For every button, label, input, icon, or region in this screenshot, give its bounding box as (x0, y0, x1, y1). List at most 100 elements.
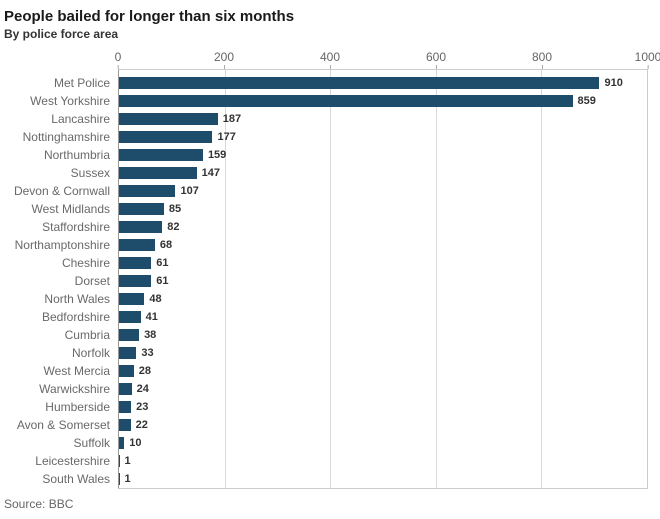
category-label: Cheshire (61, 256, 110, 270)
bar-row: 177 (119, 128, 647, 146)
category-label: Sussex (70, 166, 110, 180)
x-tick-label: 600 (425, 50, 447, 69)
bar-row: 1 (119, 470, 647, 488)
bar-value-label: 1 (124, 455, 131, 467)
bar (119, 347, 137, 359)
bar (119, 257, 152, 269)
bar (119, 167, 197, 179)
bar (119, 437, 125, 449)
bar-value-label: 61 (156, 275, 169, 287)
bar (119, 239, 155, 251)
category-label: Met Police (53, 76, 110, 90)
bar (119, 401, 132, 413)
category-label: West Midlands (31, 202, 110, 216)
bar (119, 419, 131, 431)
category-labels: Met Police West Yorkshire Lancashire Nottin… (0, 69, 118, 489)
plot-area: 910 859 187 177 159 147 107 85 82 68 61 61 48 41 38 33 2… (118, 69, 648, 489)
bar (119, 203, 164, 215)
category-label: Leicestershire (35, 454, 110, 468)
bar-row: 23 (119, 398, 647, 416)
category-label: Northumbria (43, 148, 110, 162)
bar (119, 365, 134, 377)
bar-row: 187 (119, 110, 647, 128)
bar (119, 473, 120, 485)
source-note: Source: BBC (4, 497, 74, 511)
category-label: Northamptonshire (14, 238, 110, 252)
category-label: Dorset (74, 274, 110, 288)
category-label: West Mercia (43, 364, 110, 378)
bar-row: 10 (119, 434, 647, 452)
bar-row: 33 (119, 344, 647, 362)
bar-value-label: 38 (144, 329, 157, 341)
category-label: Staffordshire (42, 220, 110, 234)
bar (119, 185, 176, 197)
x-tick-label: 400 (319, 50, 341, 69)
bar-row: 82 (119, 218, 647, 236)
bar-value-label: 159 (207, 149, 227, 161)
gridline (435, 70, 437, 488)
bar-row: 61 (119, 272, 647, 290)
bar-value-label: 22 (135, 419, 148, 431)
bar-value-label: 23 (136, 401, 149, 413)
category-label: Humberside (45, 400, 110, 414)
bar-value-label: 68 (159, 239, 173, 251)
bar-value-label: 41 (145, 311, 158, 323)
category-label: Lancashire (51, 112, 110, 126)
bar-row: 48 (119, 290, 647, 308)
category-label: North Wales (44, 292, 110, 306)
bar-value-label: 61 (156, 257, 169, 269)
bar-row: 41 (119, 308, 647, 326)
x-tick-label: 200 (213, 50, 235, 69)
category-label: Norfolk (71, 346, 110, 360)
bar-row: 107 (119, 182, 647, 200)
bar-value-label: 85 (168, 203, 182, 215)
bar-value-label: 48 (149, 293, 162, 305)
category-label: South Wales (42, 472, 110, 486)
x-axis-ticks: 0 200 400 600 800 1000 (114, 50, 660, 69)
chart-title: People bailed for longer than six months (4, 8, 295, 25)
bar-value-label: 107 (180, 185, 199, 197)
bar (119, 95, 573, 107)
bar-row: 68 (119, 236, 647, 254)
bar-row: 38 (119, 326, 647, 344)
bar-row: 24 (119, 380, 647, 398)
chart-body: Met Police West Yorkshire Lancashire Nottin… (0, 69, 660, 489)
bar-value-label: 147 (201, 167, 220, 179)
bar (119, 455, 120, 467)
x-tick-label: 1000 (634, 50, 660, 69)
bar-value-label: 33 (141, 347, 154, 359)
gridline (330, 70, 332, 488)
gridline (541, 70, 543, 488)
bar (119, 77, 600, 89)
bar-row: 159 (119, 146, 647, 164)
chart-header: People bailed for longer than six months… (0, 0, 660, 42)
bar-row: 28 (119, 362, 647, 380)
bar (119, 329, 140, 341)
bar-value-label: 859 (577, 95, 596, 107)
bar (119, 113, 218, 125)
bar (119, 275, 152, 287)
category-label: Nottinghamshire (22, 130, 110, 144)
bar-value-label: 910 (604, 77, 623, 89)
bar-row: 147 (119, 164, 647, 182)
bar-value-label: 187 (222, 113, 242, 125)
category-label: Bedfordshire (41, 310, 110, 324)
category-label: West Yorkshire (30, 94, 110, 108)
bar (119, 131, 213, 143)
bar (119, 383, 132, 395)
chart-subtitle: By police force area (4, 27, 119, 41)
bar-row: 859 (119, 92, 647, 110)
category-label: Warwickshire (39, 382, 110, 396)
bar-value-label: 24 (136, 383, 149, 395)
bar-row: 910 (119, 74, 647, 92)
bar-chart: 0 200 400 600 800 1000 Met Police West Yorkshi… (0, 50, 660, 489)
gridline (224, 70, 226, 488)
bar (119, 293, 145, 305)
bar-value-label: 1 (124, 473, 131, 485)
bar-row: 1 (119, 452, 647, 470)
bar (119, 149, 203, 161)
x-tick-label: 800 (531, 50, 553, 69)
x-tick-label: 0 (114, 50, 122, 69)
bar-row: 61 (119, 254, 647, 272)
